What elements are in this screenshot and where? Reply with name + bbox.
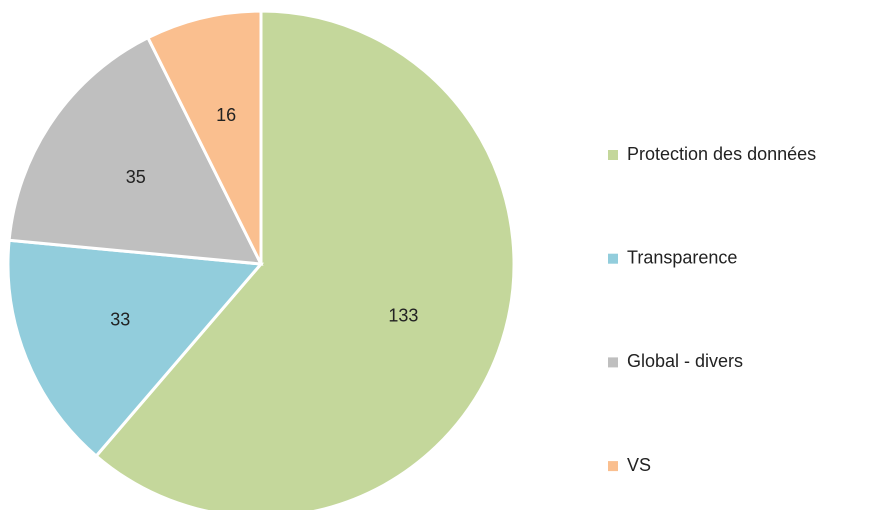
pie-slice: [6, 238, 265, 459]
legend-swatch: [608, 461, 618, 472]
legend-label: Global - divers: [627, 351, 743, 371]
legend-label: Transparence: [627, 247, 737, 267]
legend-swatch: [608, 357, 618, 368]
data-label: 33: [110, 310, 130, 330]
legend-label: Protection des données: [627, 144, 816, 164]
legend-swatch: [608, 150, 618, 160]
pie-slice: [7, 35, 264, 266]
pie-slice: [94, 9, 516, 510]
data-label: 35: [126, 167, 146, 187]
legend-label: VS: [627, 455, 651, 475]
legend-swatch: [608, 253, 618, 264]
pie-slice: [145, 9, 263, 265]
data-label: 16: [216, 105, 236, 125]
data-label: 133: [388, 305, 418, 325]
